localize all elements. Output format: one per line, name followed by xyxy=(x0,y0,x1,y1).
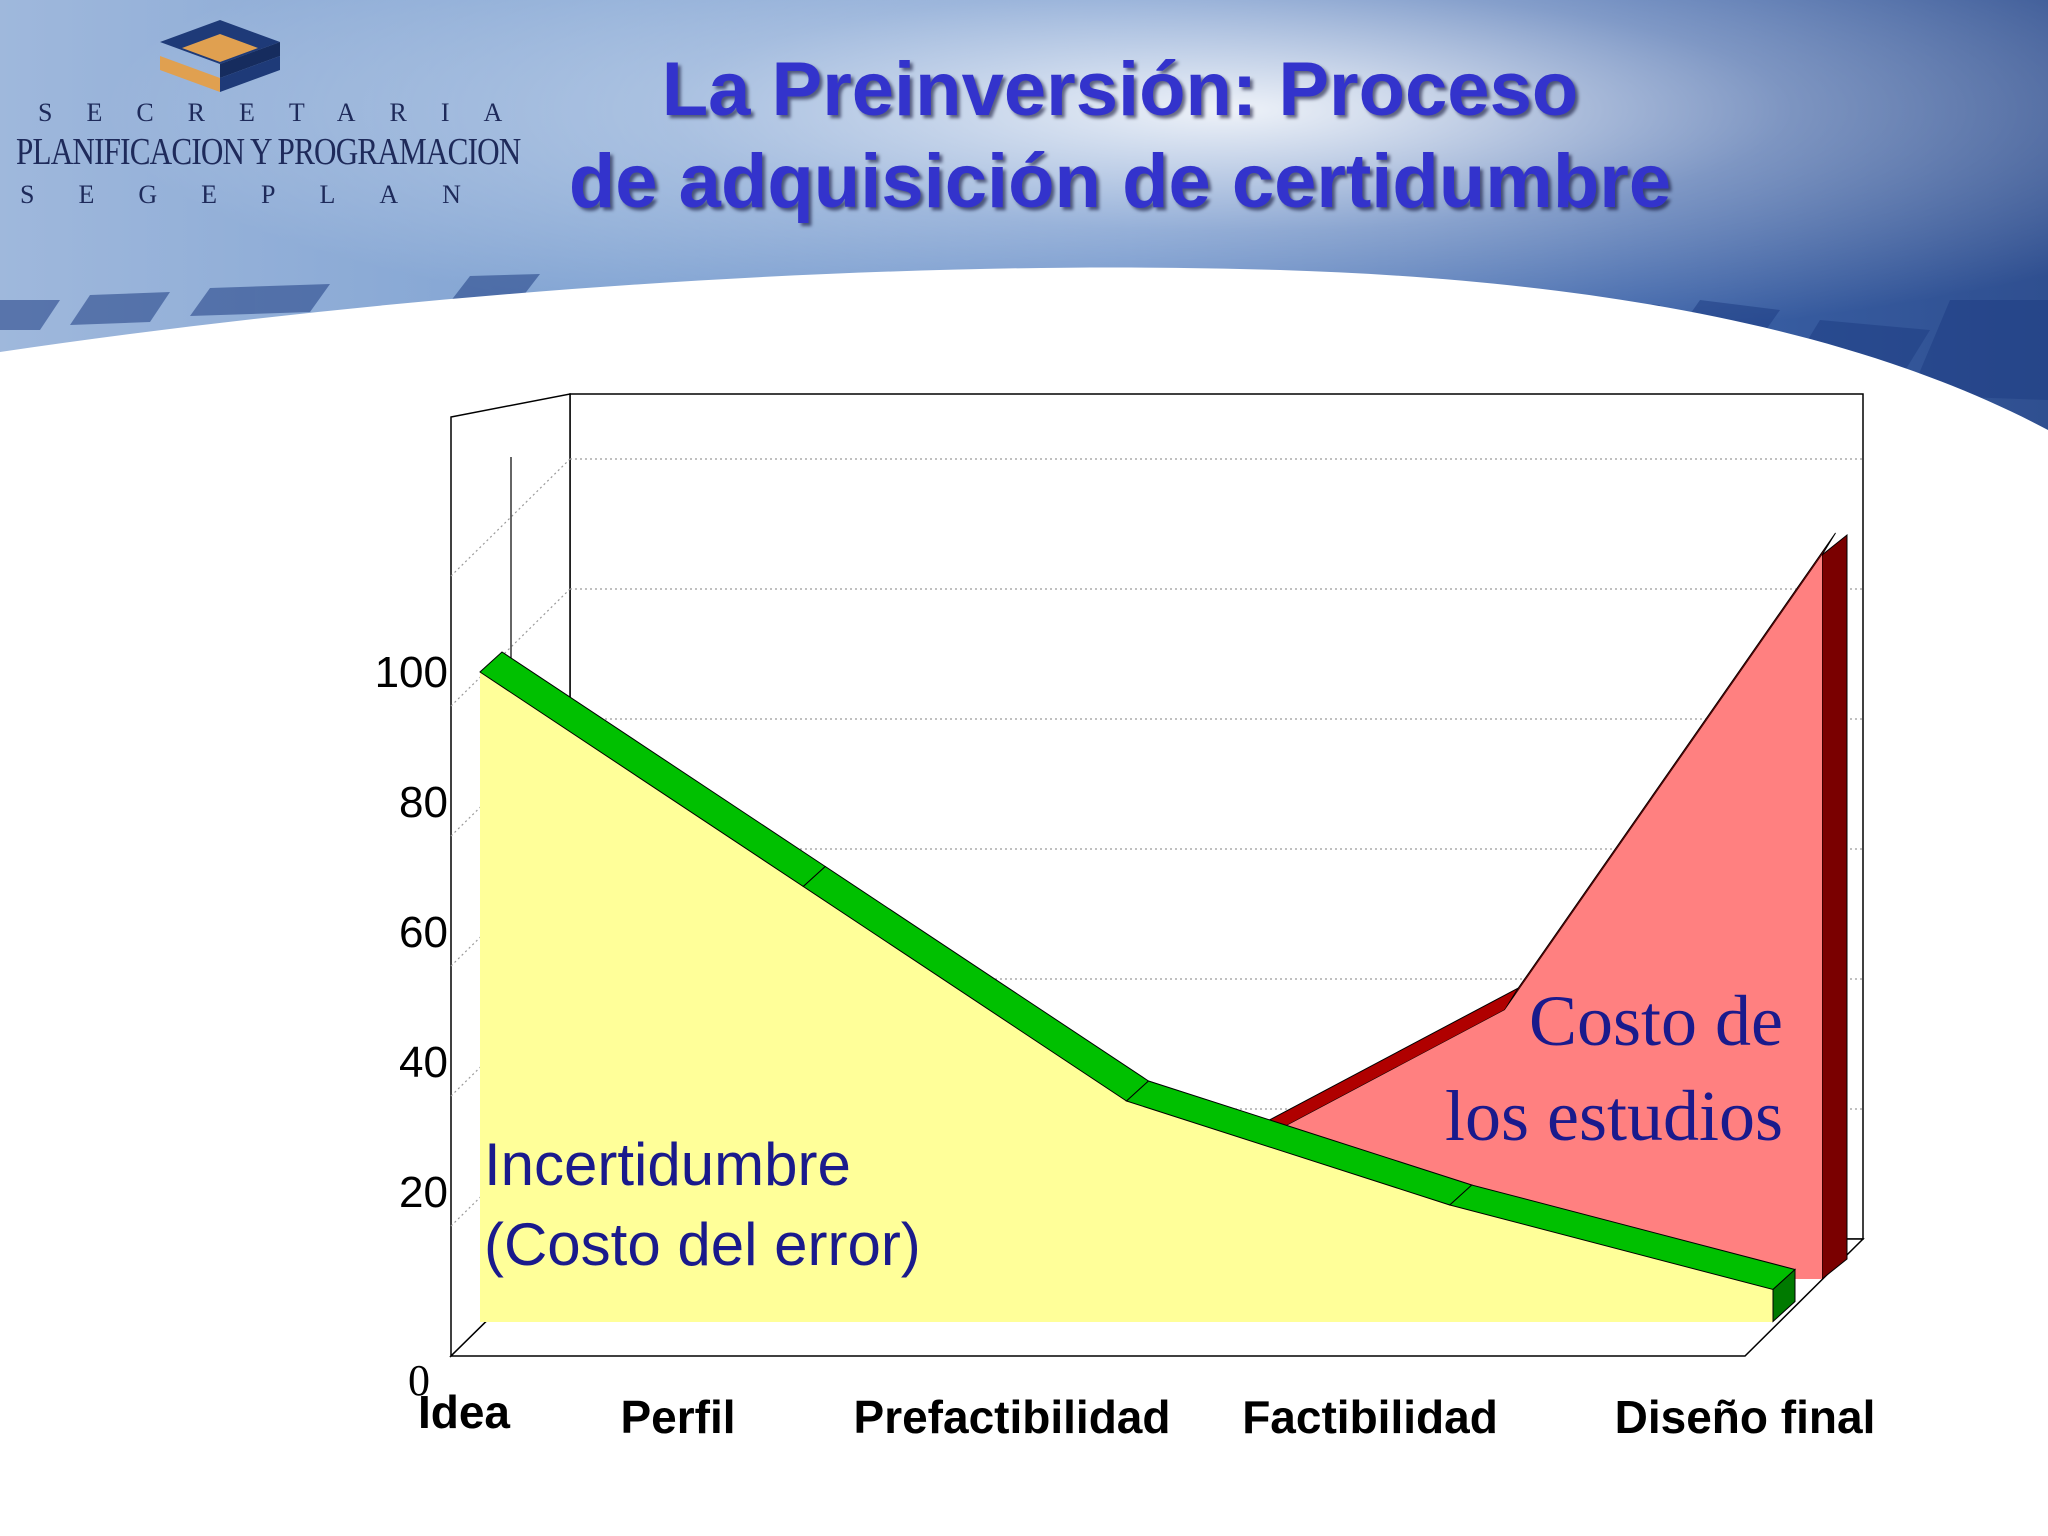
cost-side-face xyxy=(1821,533,1848,1281)
y-tick-label: 80 xyxy=(399,778,448,827)
uncertainty-area xyxy=(480,672,1773,1322)
header-banner xyxy=(0,0,2048,440)
series-incertidumbre xyxy=(479,651,1797,1323)
series-labels: Incertidumbre (Costo del error) Costo de lo… xyxy=(484,981,1783,1278)
x-axis-categories: Idea Perfil Prefactibilidad Factibilidad Dis… xyxy=(418,1386,1875,1443)
uncertainty-side-face xyxy=(1772,1268,1796,1323)
x-category-label: Idea xyxy=(418,1386,510,1438)
logo-line-segeplan: SEGEPLAN xyxy=(20,180,505,209)
logo-emblem-icon xyxy=(160,20,280,92)
slide-title-line2: de adquisición de certidumbre xyxy=(568,139,1672,224)
y-tick-label: 0 xyxy=(408,1356,430,1405)
y-tick-label: 100 xyxy=(375,648,448,697)
x-category-label: Diseño final xyxy=(1615,1391,1876,1443)
slide-title: La Preinversión: Proceso de adquisición … xyxy=(420,44,1820,228)
x-category-label: Factibilidad xyxy=(1242,1391,1498,1443)
slide-title-line1: La Preinversión: Proceso xyxy=(661,47,1579,132)
cost-label-line: los estudios xyxy=(1445,1076,1783,1156)
y-tick-label: 60 xyxy=(399,908,448,957)
cost-area xyxy=(1161,555,1822,1279)
uncertainty-label-line: Incertidumbre xyxy=(484,1131,851,1198)
y-axis-ticks: 0 20 40 60 80 100 xyxy=(375,648,448,1405)
x-category-label: Prefactibilidad xyxy=(854,1391,1171,1443)
cost-label-line: Costo de xyxy=(1529,981,1783,1061)
x-category-label: Perfil xyxy=(620,1391,735,1443)
y-tick-label: 40 xyxy=(399,1038,448,1087)
uncertainty-label-line: (Costo del error) xyxy=(484,1211,921,1278)
y-tick-label: 20 xyxy=(399,1168,448,1217)
logo-line-secretaria: SECRETARIA xyxy=(38,98,537,127)
